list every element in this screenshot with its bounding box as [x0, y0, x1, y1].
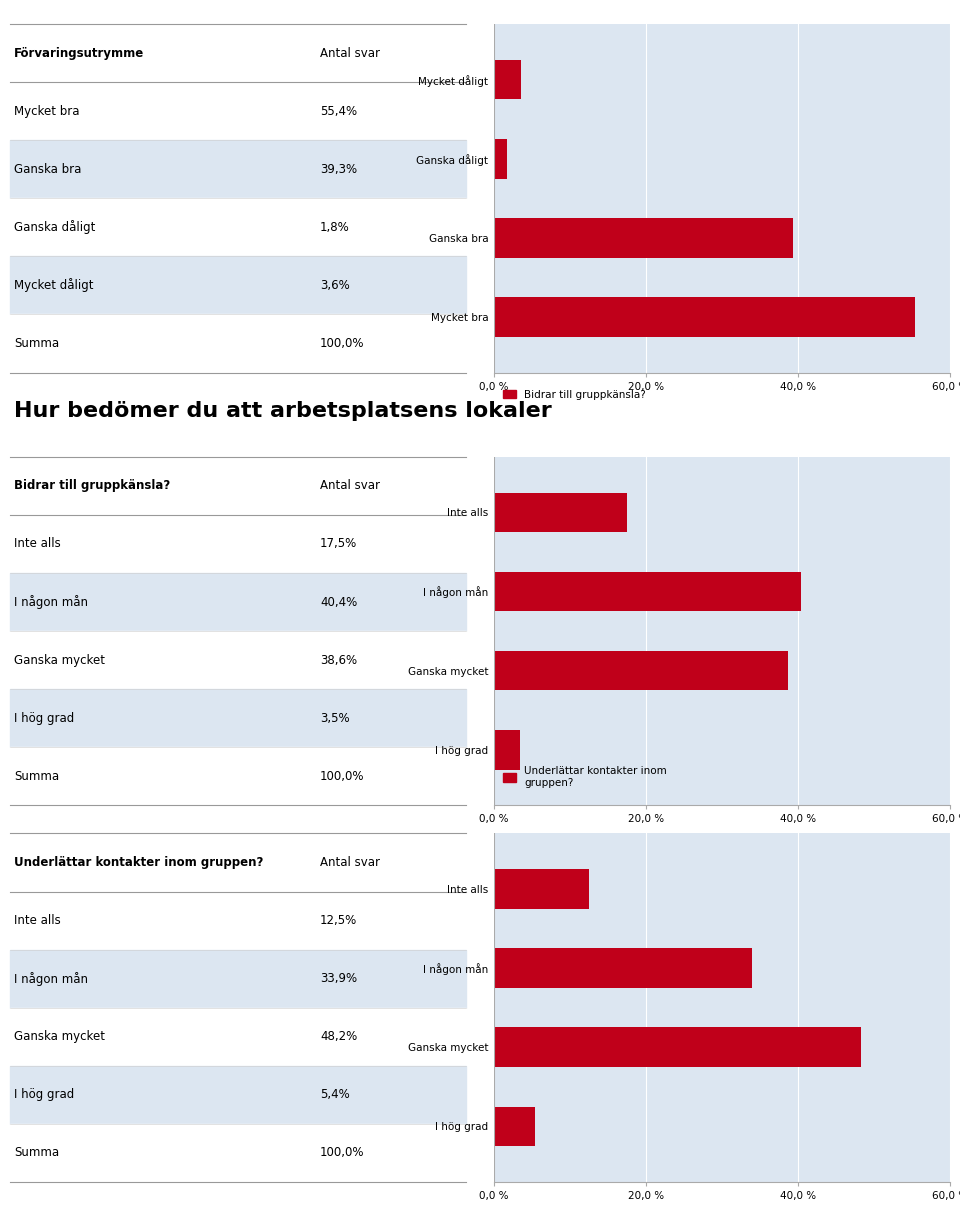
Bar [493, 60, 521, 99]
Text: 100,0%: 100,0% [320, 769, 365, 783]
Text: 3,5%: 3,5% [320, 712, 349, 725]
Bar [493, 870, 588, 908]
Text: 1,8%: 1,8% [320, 221, 349, 234]
Bar [10, 140, 467, 198]
Bar [10, 1066, 467, 1124]
Bar [10, 573, 467, 631]
Text: Summa: Summa [14, 1147, 60, 1159]
Text: 100,0%: 100,0% [320, 1147, 365, 1159]
Bar [10, 198, 467, 257]
Text: I hög grad: I hög grad [14, 1088, 75, 1101]
Text: Mycket dåligt: Mycket dåligt [14, 279, 94, 292]
Text: Antal svar: Antal svar [320, 47, 380, 59]
Bar [493, 651, 787, 691]
Bar [493, 572, 802, 611]
Text: 48,2%: 48,2% [320, 1030, 357, 1043]
Text: Ganska dåligt: Ganska dåligt [14, 221, 96, 234]
Text: 38,6%: 38,6% [320, 654, 357, 667]
Bar [493, 492, 627, 532]
Text: 39,3%: 39,3% [320, 163, 357, 176]
Text: Ganska mycket: Ganska mycket [14, 1030, 106, 1043]
Text: Ganska mycket: Ganska mycket [14, 654, 106, 667]
Bar [493, 730, 520, 769]
Bar [10, 748, 467, 806]
Bar [10, 689, 467, 748]
Text: 55,4%: 55,4% [320, 105, 357, 118]
Text: Mycket bra: Mycket bra [14, 105, 80, 118]
Bar [10, 24, 467, 82]
Text: I någon mån: I någon mån [14, 972, 88, 985]
Legend: Bidrar till gruppkänsla?: Bidrar till gruppkänsla? [499, 386, 650, 404]
Bar [10, 891, 467, 949]
Bar [493, 948, 752, 988]
Bar [10, 257, 467, 315]
Bar [10, 515, 467, 573]
Text: Underlättar kontakter inom gruppen?: Underlättar kontakter inom gruppen? [14, 856, 264, 870]
Text: 100,0%: 100,0% [320, 336, 365, 350]
Text: 33,9%: 33,9% [320, 972, 357, 985]
Bar [10, 833, 467, 891]
Text: 40,4%: 40,4% [320, 596, 357, 609]
Text: Inte alls: Inte alls [14, 914, 60, 927]
Text: Inte alls: Inte alls [14, 538, 60, 550]
Text: I hög grad: I hög grad [14, 712, 75, 725]
Bar [10, 315, 467, 373]
Text: Bidrar till gruppkänsla?: Bidrar till gruppkänsla? [14, 480, 171, 492]
Bar [10, 949, 467, 1008]
Bar [10, 457, 467, 515]
Text: 12,5%: 12,5% [320, 914, 357, 927]
Bar [493, 1107, 535, 1146]
Legend: Underlättar kontakter inom
gruppen?: Underlättar kontakter inom gruppen? [499, 762, 671, 792]
Text: Hur bedömer du att arbetsplatsens lokaler: Hur bedömer du att arbetsplatsens lokale… [14, 400, 552, 421]
Text: Ganska bra: Ganska bra [14, 163, 82, 176]
Text: 3,6%: 3,6% [320, 279, 349, 292]
Bar [493, 298, 916, 336]
Bar [10, 631, 467, 689]
Text: 17,5%: 17,5% [320, 538, 357, 550]
Text: Summa: Summa [14, 769, 60, 783]
Text: 5,4%: 5,4% [320, 1088, 349, 1101]
Bar [10, 1124, 467, 1182]
Bar [493, 139, 508, 178]
Text: Antal svar: Antal svar [320, 856, 380, 870]
Bar [10, 1008, 467, 1066]
Bar [10, 82, 467, 140]
Text: Antal svar: Antal svar [320, 480, 380, 492]
Bar [493, 1028, 860, 1067]
Text: Förvaringsutrymme: Förvaringsutrymme [14, 47, 144, 59]
Text: I någon mån: I någon mån [14, 595, 88, 609]
Text: Summa: Summa [14, 336, 60, 350]
Bar [493, 218, 793, 258]
